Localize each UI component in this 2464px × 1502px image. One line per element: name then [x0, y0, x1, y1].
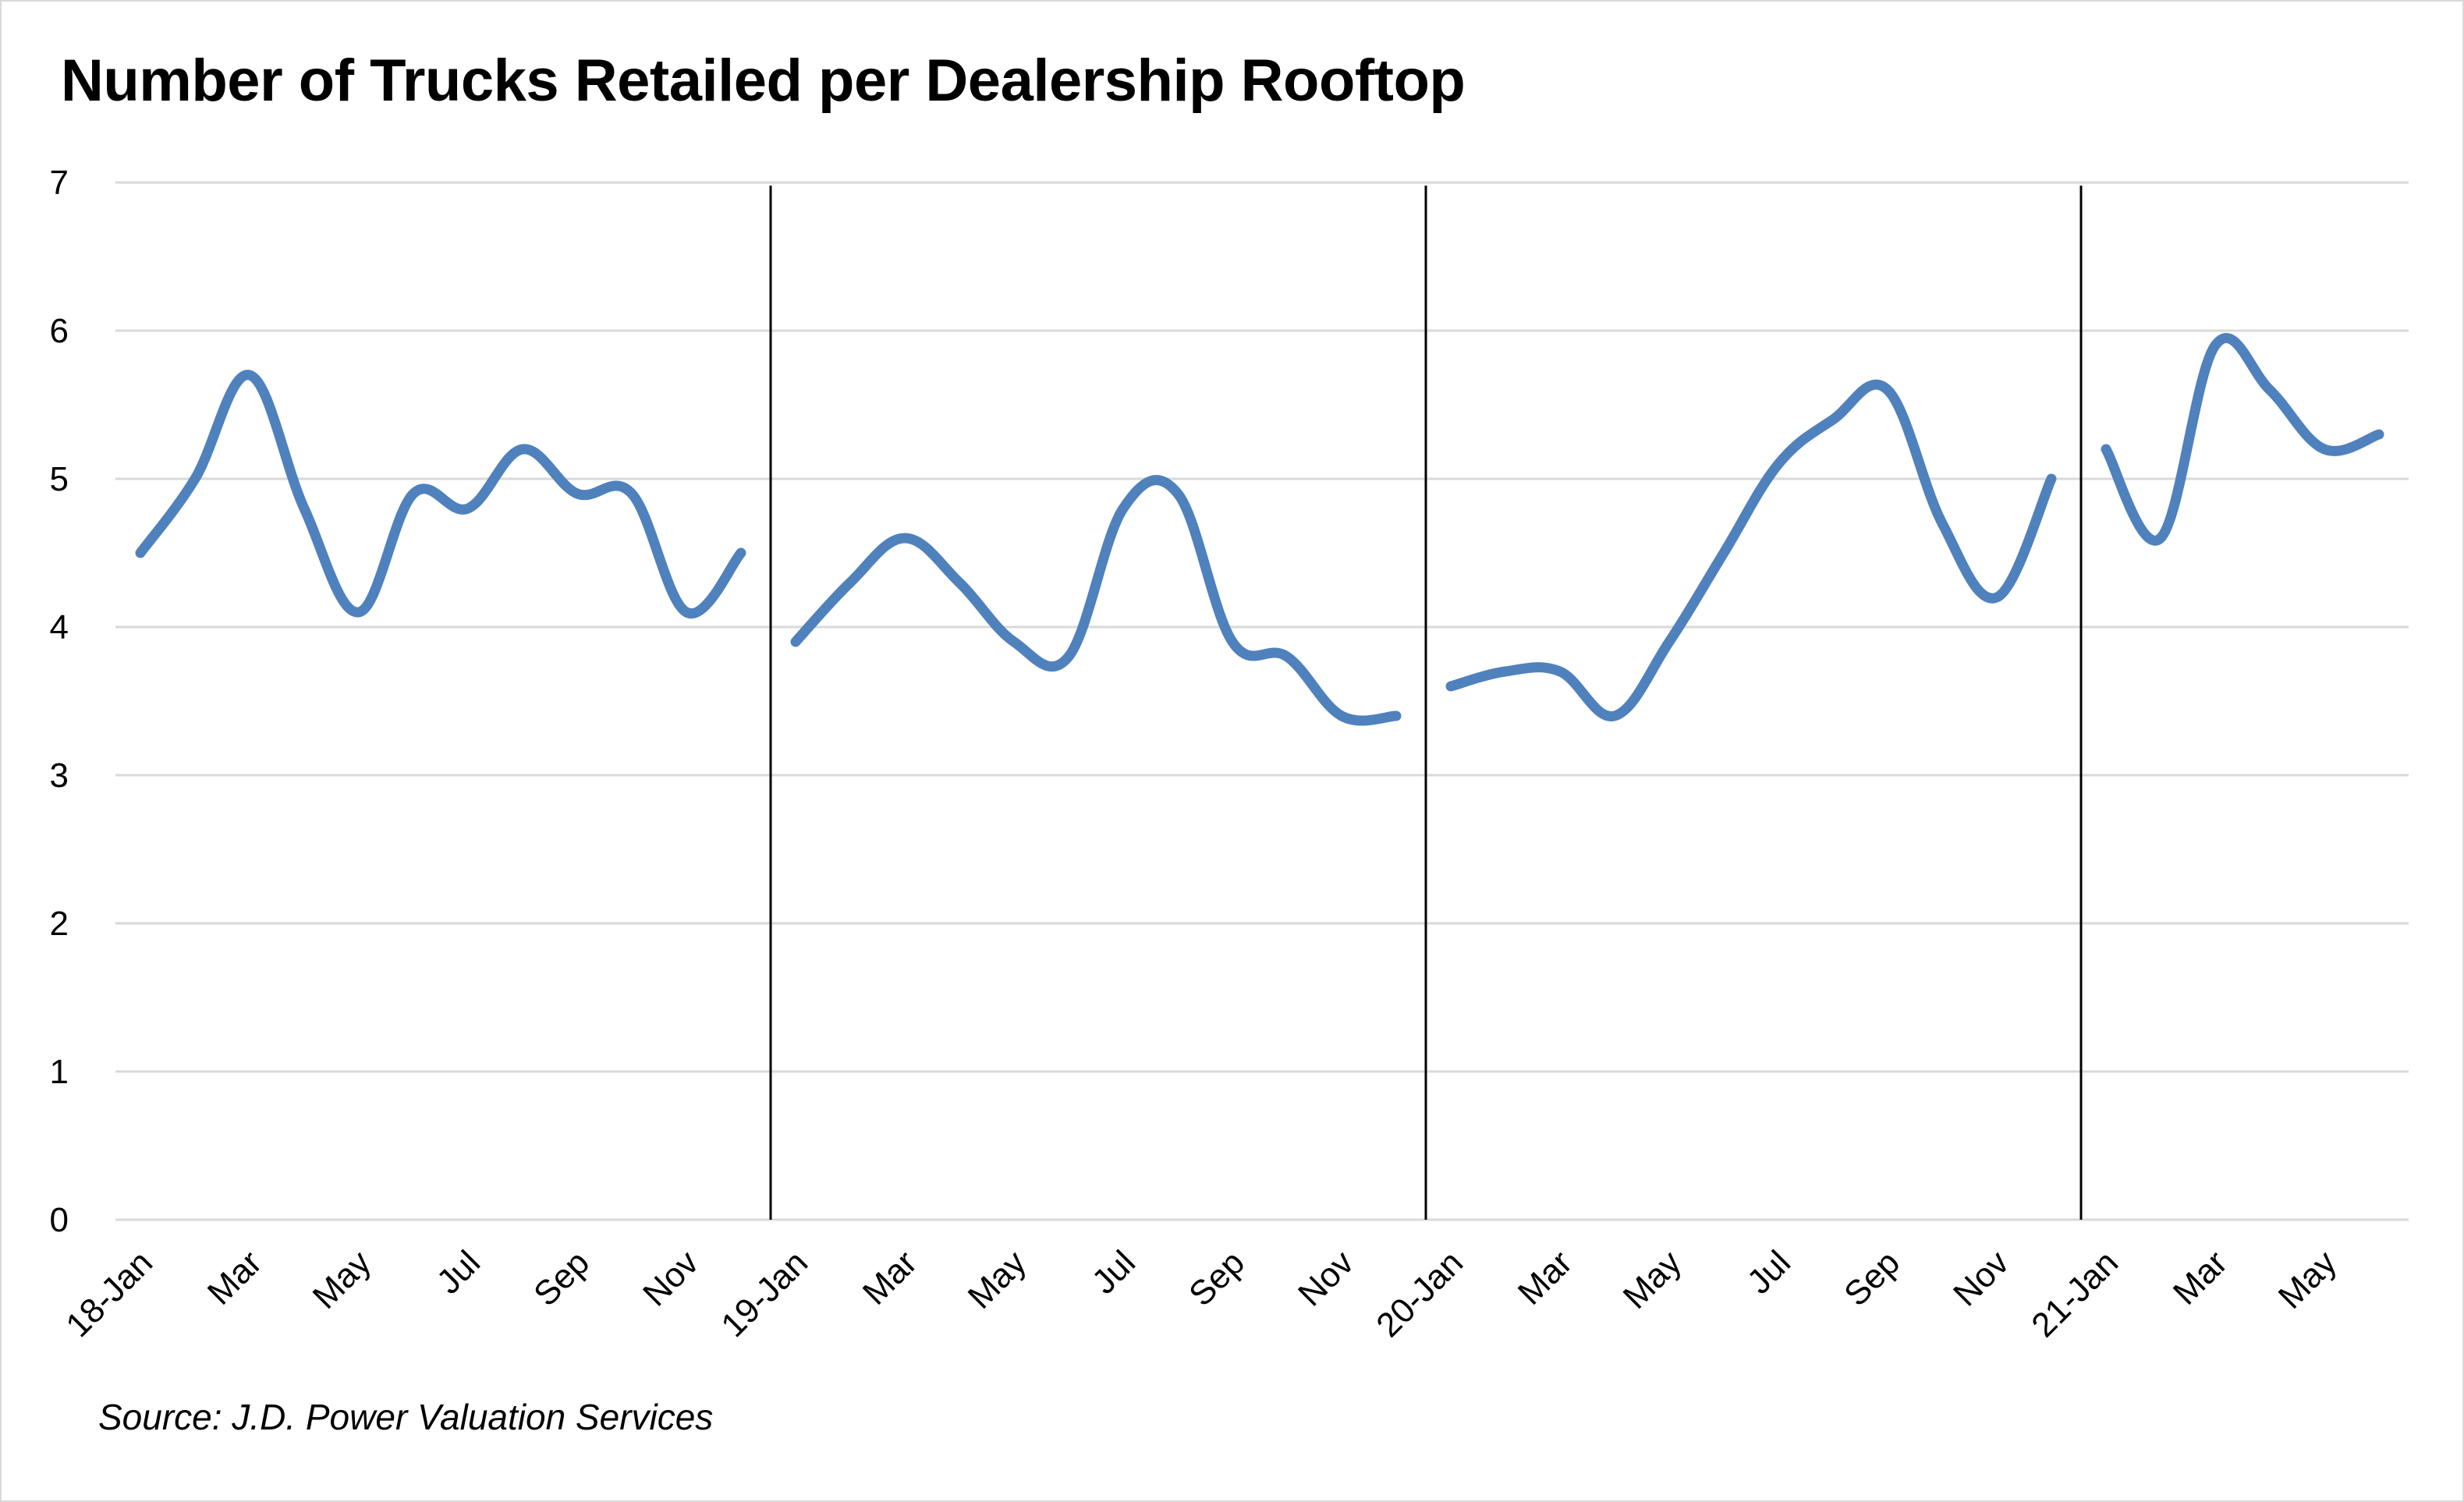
x-tick-label: Sep — [526, 1243, 597, 1313]
series-line-2020 — [1445, 379, 2057, 721]
x-tick-label: Nov — [636, 1243, 706, 1313]
x-tick-label: May — [306, 1243, 378, 1316]
series-line-2018 — [135, 370, 746, 618]
series-line-2019 — [790, 475, 1402, 726]
y-tick-label: 4 — [50, 608, 69, 646]
y-tick-label: 1 — [50, 1053, 69, 1091]
series-line-2021 — [2101, 333, 2384, 546]
x-tick-label: Mar — [200, 1243, 269, 1312]
x-tick-label: Jul — [430, 1243, 487, 1301]
y-tick-label: 3 — [50, 756, 69, 795]
y-tick-label: 6 — [50, 312, 69, 350]
x-tick-label: 19-Jan — [714, 1243, 815, 1344]
x-tick-label: Jul — [1740, 1243, 1798, 1301]
y-tick-label: 7 — [50, 164, 69, 202]
x-tick-label: 21-Jan — [2024, 1243, 2125, 1344]
x-tick-label: May — [961, 1243, 1033, 1316]
y-tick-label: 2 — [50, 905, 69, 943]
data-series — [135, 333, 2384, 726]
x-tick-label: Nov — [1946, 1243, 2016, 1313]
x-tick-label: Sep — [1182, 1243, 1252, 1313]
x-tick-label: Mar — [856, 1243, 924, 1312]
x-tick-label: May — [1616, 1243, 1689, 1316]
y-tick-label: 5 — [50, 460, 69, 498]
x-tick-label: Sep — [1837, 1243, 1907, 1313]
y-axis-ticks: 0 1 2 3 4 5 6 7 — [50, 164, 69, 1239]
year-separators — [769, 186, 2083, 1220]
gridlines — [115, 181, 2409, 1221]
x-tick-label: Mar — [1511, 1243, 1579, 1312]
x-tick-label: 18-Jan — [58, 1243, 160, 1344]
x-tick-label: Mar — [2166, 1243, 2235, 1312]
x-tick-label: Jul — [1085, 1243, 1143, 1301]
y-tick-label: 0 — [50, 1201, 69, 1239]
x-tick-label: 20-Jan — [1369, 1243, 1470, 1344]
x-axis-ticks: 18-Jan Mar May Jul Sep Nov 19-Jan Mar May Jul Sep N… — [58, 1243, 2344, 1344]
x-tick-label: Nov — [1291, 1243, 1361, 1313]
x-tick-label: May — [2271, 1243, 2344, 1316]
chart-title: Number of Trucks Retailed per Dealership… — [61, 48, 1466, 114]
source-note: Source: J.D. Power Valuation Services — [98, 1397, 714, 1437]
